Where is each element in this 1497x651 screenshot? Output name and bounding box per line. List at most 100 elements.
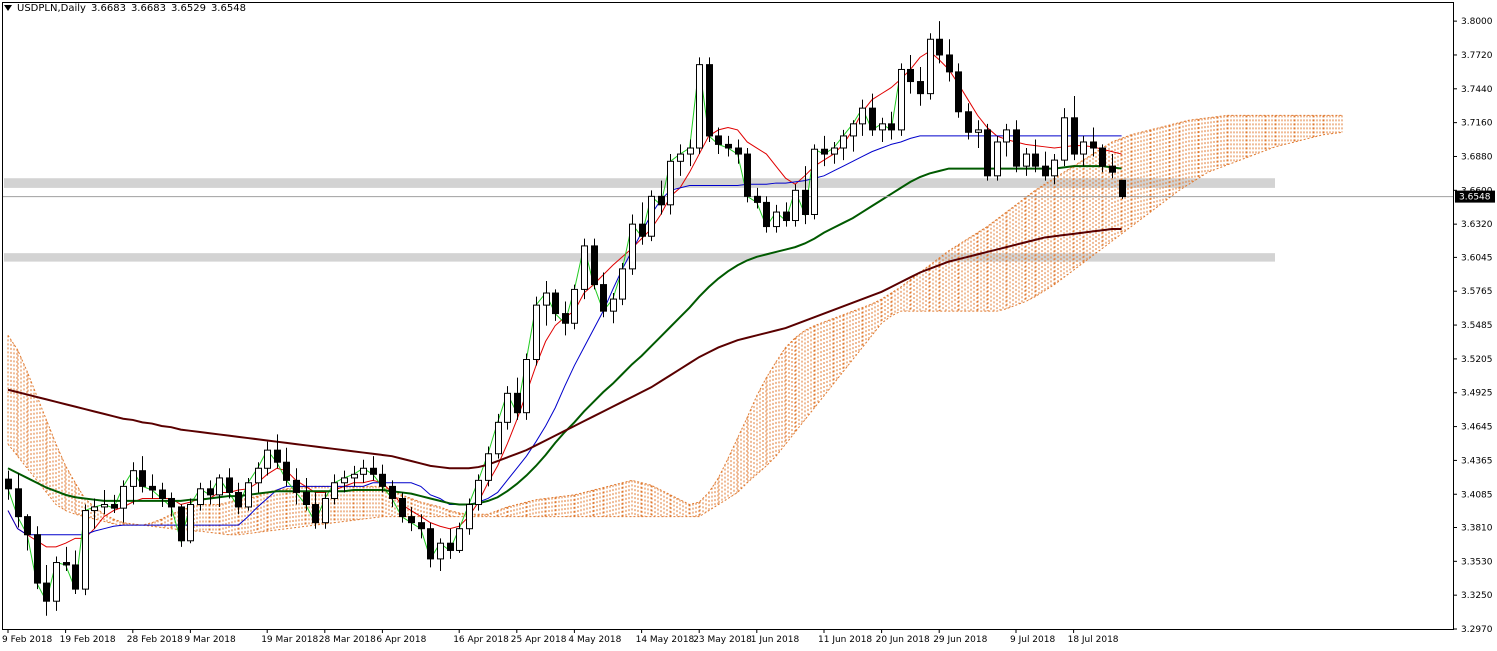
dropdown-arrow-icon[interactable] [4,5,12,11]
candle-down [1013,129,1020,167]
candle-down [552,292,559,315]
candle-down [706,64,713,137]
ma_fast-line [7,165,1122,506]
candle-up [523,359,530,414]
candle-down [159,489,166,499]
candle-down [312,504,319,524]
time-tick-label: 11 Jun 2018 [818,635,872,645]
price-tick-label: 3.3250 [1461,591,1493,601]
candle-up [504,392,511,423]
candle-down [514,392,521,414]
candle-down [379,473,386,487]
time-tick-label: 25 Apr 2018 [511,635,567,645]
candle-down [72,564,79,590]
price-tick-label: 3.7720 [1461,51,1493,61]
candle-up [331,482,338,499]
candle-up [840,135,847,149]
candle-up [437,542,444,560]
candle-down [763,201,770,228]
candle-down [408,516,415,524]
open-value: 3.6683 [90,3,126,14]
time-tick-label: 28 Mar 2018 [319,635,376,645]
zone-band [4,253,1275,262]
chart-header: USDPLN,Daily 3.6683 3.6683 3.6529 3.6548 [4,3,251,14]
candle-up [831,147,838,155]
candle-up [322,497,329,524]
candle-down [418,522,425,530]
candle-down [207,488,214,496]
candle-up [619,268,626,300]
candle-down [821,148,828,155]
candle-down [34,534,41,584]
candle-up [341,477,348,484]
candle-down [965,111,972,133]
candle-down [5,478,12,490]
candle-up [245,482,252,508]
candle-down [15,488,22,518]
candle-down [1119,179,1126,198]
symbol-label: USDPLN,Daily [17,3,86,14]
candle-up [485,453,492,481]
chart-border [2,2,1454,630]
candle-down [907,68,914,83]
candle-down [639,223,646,237]
candle-down [591,245,598,286]
candle-up [571,288,578,324]
candle-down [399,497,406,518]
candle-up [120,485,127,509]
ichimoku-cloud [7,114,1343,536]
candle-up [216,477,223,496]
candle-down [1071,117,1078,155]
time-tick-label: 9 Feb 2018 [2,635,53,645]
price-tick-label: 3.4925 [1461,389,1493,399]
candle-down [1090,141,1097,149]
candle-down [725,143,732,149]
candle-up [879,123,886,131]
price-tick-label: 3.7440 [1461,85,1493,95]
candle-up [53,562,60,602]
candle-up [475,479,482,506]
candle-down [303,491,310,506]
candle-up [1061,117,1068,161]
candle-up [687,147,694,155]
candle-up [351,473,358,479]
candle-up [850,123,857,137]
candle-up [811,148,818,215]
candle-down [1032,153,1039,167]
zone-band [4,178,1275,188]
candle-down [735,147,742,155]
candle-down [984,129,991,177]
time-tick-label: 28 Feb 2018 [127,635,183,645]
candle-up [1023,153,1030,167]
price-tick-label: 3.6045 [1461,253,1493,263]
price-tick-label: 3.2970 [1461,625,1493,635]
candle-down [715,135,722,145]
price-tick-label: 3.6320 [1461,220,1493,230]
candle-down [917,81,924,95]
time-tick-label: 4 May 2018 [568,635,621,645]
candle-up [792,189,799,222]
ma_slow-line [7,227,1122,470]
price-tick-label: 3.6880 [1461,152,1493,162]
candle-up [360,467,367,475]
time-tick-label: 16 Apr 2018 [453,635,509,645]
candle-up [101,504,108,508]
candle-down [754,195,761,203]
chikou-line [7,64,902,603]
price-tick-label: 3.4645 [1461,423,1493,433]
price-tick-label: 3.8000 [1461,17,1493,27]
candle-down [149,485,156,491]
time-tick-label: 6 Apr 2018 [376,635,426,645]
candle-up [255,467,262,484]
price-tick-label: 3.4365 [1461,456,1493,466]
price-tick-label: 3.3530 [1461,557,1493,567]
price-axis: 3.80003.77203.74403.71603.68803.66003.63… [1453,17,1495,635]
candle-down [1109,165,1116,173]
support-resistance-zones [4,178,1275,262]
candle-down [235,491,242,508]
price-tick-label: 3.5205 [1461,355,1493,365]
time-tick-label: 29 Jun 2018 [933,635,987,645]
candle-down [946,54,953,73]
time-tick-label: 23 May 2018 [693,635,752,645]
